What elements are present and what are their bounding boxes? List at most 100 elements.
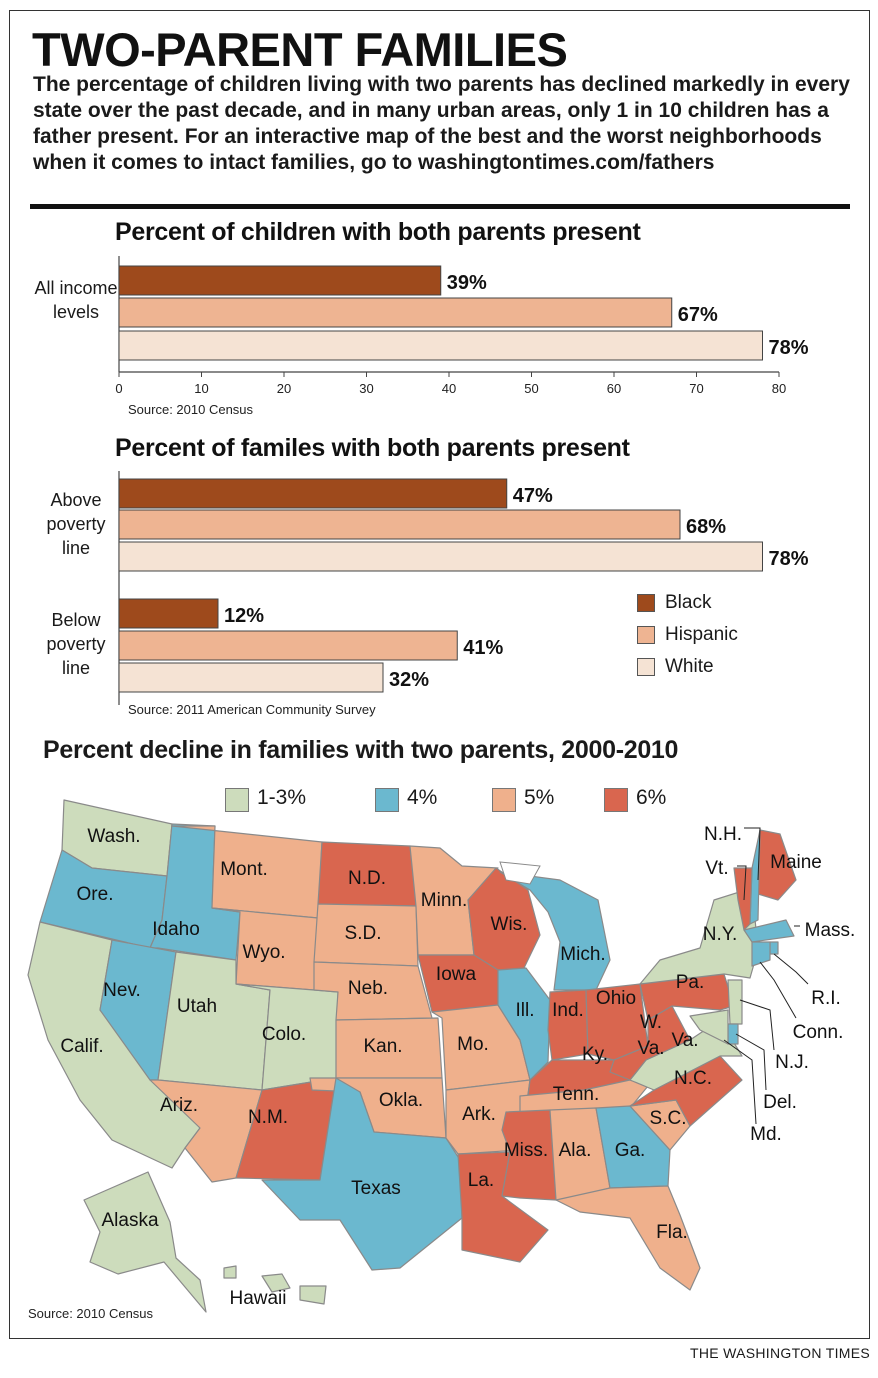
state-label: Pa.: [676, 972, 705, 993]
state-conn: [751, 941, 771, 967]
chart1-bar-white: [118, 330, 763, 361]
legend-label-black: Black: [665, 592, 712, 613]
legend-swatch-black: [637, 594, 655, 612]
legend-swatch-hispanic: [637, 626, 655, 644]
state-label: Ky.: [582, 1044, 608, 1065]
state-label: N.Y.: [703, 924, 738, 945]
state-label: Kan.: [363, 1036, 402, 1057]
state-label: Wyo.: [242, 942, 285, 963]
map-states: [27, 799, 797, 1313]
state-label: Ore.: [77, 884, 114, 905]
map-title: Percent decline in families with two par…: [43, 736, 679, 764]
state-label: Wis.: [491, 914, 528, 935]
state-label: Tenn.: [553, 1084, 599, 1105]
state-label: Ind.: [552, 1000, 584, 1021]
state-label: Idaho: [152, 919, 200, 940]
chart2-data-label-white: 32%: [389, 669, 429, 691]
chart2-bar-white: [118, 541, 763, 572]
chart2-data-label-hispanic: 68%: [686, 516, 726, 538]
state-label: Va.: [671, 1030, 698, 1051]
state-label: N.M.: [248, 1107, 288, 1128]
page-title: TWO-PARENT FAMILIES: [32, 23, 568, 76]
state-label: La.: [468, 1170, 494, 1191]
map-legend-label-1-3: 1-3%: [257, 786, 307, 809]
state-label: Mich.: [560, 944, 605, 965]
chart1-category-label: All income levels: [34, 278, 118, 322]
chart1-source: Source: 2010 Census: [128, 402, 254, 417]
chart1-tick-label: 30: [359, 381, 373, 396]
state-callout-label: Mass.: [805, 920, 856, 941]
state-ill: [497, 967, 551, 1081]
lake-superior: [499, 861, 541, 885]
state-callout-label: Del.: [763, 1092, 797, 1113]
map-legend-swatch-5: [492, 788, 516, 812]
map-legend-swatch-4: [375, 788, 399, 812]
chart2-bar-hispanic: [118, 509, 681, 540]
state-label: S.D.: [345, 923, 382, 944]
chart1-tick-label: 20: [277, 381, 291, 396]
state-label: Mo.: [457, 1034, 489, 1055]
state-label: W.: [640, 1012, 662, 1033]
state-callout-label: Md.: [750, 1124, 782, 1145]
state-label: Miss.: [504, 1140, 548, 1161]
state-label: Texas: [351, 1178, 401, 1199]
state-callout-label: Conn.: [793, 1022, 844, 1043]
state-label: Ariz.: [160, 1095, 198, 1116]
intro-text: The percentage of children living with t…: [33, 73, 850, 174]
chart2-bar-black: [118, 598, 219, 629]
map-legend-label-4: 4%: [407, 786, 438, 809]
chart1-tick-label: 80: [772, 381, 786, 396]
state-label: Utah: [177, 996, 217, 1017]
header-rule: [30, 204, 850, 209]
callout-leader-line: [739, 999, 775, 1051]
legend-swatch-white: [637, 658, 655, 676]
chart2-bar-white: [118, 662, 384, 693]
map-state-labels: Wash. Ore. Calif. Idaho Nev. Mont. Wyo. Utah Col…: [60, 824, 855, 1309]
state-vt: [733, 867, 753, 931]
chart1-bar-hispanic: [118, 297, 673, 328]
state-label: Neb.: [348, 978, 388, 999]
callout-leader-line: [735, 1033, 767, 1091]
state-w-va: [609, 1005, 691, 1081]
chart1-tick-label: 0: [115, 381, 122, 396]
publisher-credit: THE WASHINGTON TIMES: [690, 1345, 870, 1361]
legend-label-hispanic: Hispanic: [665, 624, 738, 645]
chart2-data-label-hispanic: 41%: [463, 637, 503, 659]
chart1-data-label-black: 39%: [447, 272, 487, 294]
callout-leader-line: [737, 865, 747, 901]
state-fla: [555, 1185, 701, 1291]
map-legend-label-5: 5%: [524, 786, 555, 809]
map-legend-swatch-1-3: [225, 788, 249, 812]
chart2-data-label-black: 47%: [513, 485, 553, 507]
state-label: Iowa: [436, 964, 477, 985]
state-label: Maine: [770, 852, 822, 873]
state-callout-label: N.H.: [704, 824, 742, 845]
chart2-source: Source: 2011 American Community Survey: [128, 702, 376, 717]
state-label: N.C.: [674, 1068, 712, 1089]
chart1-data-label-white: 78%: [769, 337, 809, 359]
map-source: Source: 2010 Census: [28, 1306, 154, 1321]
chart2-data-label-black: 12%: [224, 605, 264, 627]
state-r-i: [769, 941, 779, 955]
chart1-plot: 39% 67% 78% 0 10 20 30 40 50 60 70 80: [115, 256, 809, 396]
state-mass: [743, 919, 795, 943]
state-label: Fla.: [656, 1222, 688, 1243]
state-label: Alaska: [101, 1210, 158, 1231]
chart2-title: Percent of familes with both parents pre…: [115, 434, 630, 462]
state-label: Ohio: [596, 988, 636, 1009]
chart2-data-label-white: 78%: [769, 548, 809, 570]
map-legend-swatch-6: [604, 788, 628, 812]
state-ga: [595, 1105, 671, 1189]
state-label: Mont.: [220, 859, 268, 880]
state-callout-label: R.I.: [811, 988, 841, 1009]
graphic-frame: [9, 10, 870, 1339]
callout-leader-line: [723, 1039, 757, 1125]
state-callout-label: Vt.: [705, 858, 728, 879]
state-label: Wash.: [87, 826, 140, 847]
state-label: Calif.: [60, 1036, 103, 1057]
state-label: Ark.: [462, 1104, 496, 1125]
chart1-title: Percent of children with both parents pr…: [115, 218, 641, 246]
state-label: Ill.: [516, 1000, 535, 1021]
chart1-tick-label: 10: [194, 381, 208, 396]
callout-leader-line: [773, 953, 809, 985]
